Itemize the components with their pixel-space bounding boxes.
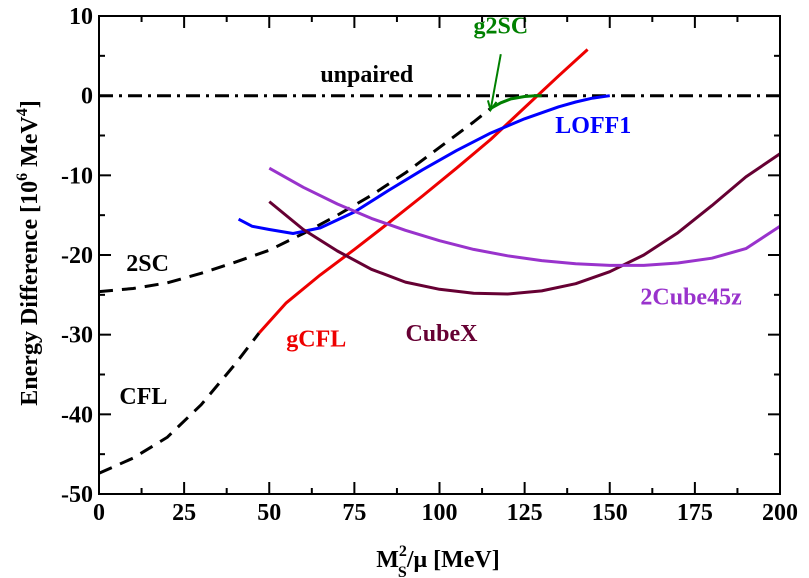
x-axis-label-sup: 2 — [399, 543, 407, 560]
annotation-unpaired: unpaired — [320, 62, 414, 88]
x-tick-label: 175 — [677, 500, 713, 526]
x-tick-label: 100 — [422, 500, 458, 526]
y-axis-label-sup2: 4 — [14, 108, 31, 116]
g2sc-arrow — [489, 54, 502, 111]
annotation-cfl: CFL — [119, 384, 167, 410]
x-axis-label-rest: /μ [MeV] — [406, 547, 500, 573]
y-tick-label: -20 — [61, 243, 93, 269]
x-tick-label: 0 — [93, 500, 105, 526]
y-axis-label-mid: MeV — [17, 116, 43, 173]
y-axis-label-main: Energy Difference [10 — [17, 181, 43, 406]
y-tick-label: -30 — [61, 323, 93, 349]
x-axis-label-base: M — [376, 547, 399, 573]
series-line-loff1 — [237, 94, 611, 235]
y-tick-label: 0 — [81, 84, 93, 110]
annotation-2cube45z: 2Cube45z — [640, 284, 742, 310]
ticks: 0 25 50 75 100 125 150 175 200 -50 -40 -30 -20 -10 0 10 — [61, 4, 798, 526]
annotation-loff1: LOFF1 — [555, 113, 631, 139]
x-axis-label-sub: S — [398, 564, 407, 578]
plot-lines — [98, 48, 781, 475]
series-line-2cube45z — [268, 166, 781, 267]
series-line-cfl — [98, 332, 261, 475]
x-tick-label: 125 — [507, 500, 543, 526]
y-axis-label-end: ] — [17, 100, 43, 108]
series-line-cubex — [268, 152, 781, 296]
x-tick-label: 200 — [762, 500, 798, 526]
annotation-cubex: CubeX — [405, 321, 478, 347]
annotation-2sc: 2SC — [126, 251, 169, 277]
x-tick-label: 50 — [257, 500, 281, 526]
y-tick-label: 10 — [69, 4, 93, 30]
g2sc-arrowhead — [486, 100, 498, 113]
x-tick-label: 75 — [342, 500, 366, 526]
x-axis-label: M2 S/μ [MeV] — [376, 543, 499, 578]
series-line-2sc — [98, 107, 492, 294]
y-tick-label: -10 — [61, 163, 93, 189]
y-axis-label-sup1: 6 — [14, 173, 31, 181]
x-tick-label: 150 — [592, 500, 628, 526]
y-axis-label: Energy Difference [106 MeV4] — [14, 100, 43, 405]
x-tick-label: 25 — [172, 500, 196, 526]
annotation-gcfl: gCFL — [286, 327, 346, 353]
y-tick-label: -40 — [61, 402, 93, 428]
series-line-g2sc — [489, 94, 542, 110]
y-tick-label: -50 — [61, 482, 93, 508]
plot-frame — [98, 15, 781, 495]
